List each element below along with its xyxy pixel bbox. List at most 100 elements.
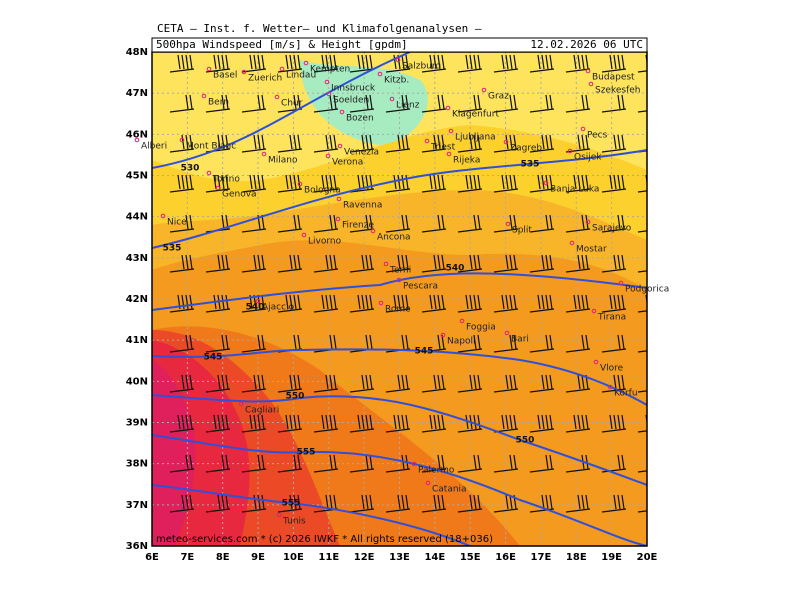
y-axis-label: 44N — [126, 212, 148, 223]
contour-label: 555 — [282, 499, 301, 509]
city-label: Alberi — [141, 142, 167, 152]
wind-barb — [313, 494, 339, 513]
wind-barb — [205, 294, 231, 313]
city-label: Livorno — [308, 237, 342, 247]
wind-barb — [637, 230, 647, 233]
wind-barb — [241, 334, 267, 353]
city-label: Cagliari — [245, 406, 279, 416]
wind-barb — [349, 454, 375, 473]
wind-barb — [349, 214, 375, 233]
wind-barb — [313, 254, 339, 273]
wind-barb — [385, 294, 411, 313]
wind-barb — [601, 494, 627, 513]
wind-barb — [601, 294, 627, 313]
wind-barb — [457, 134, 483, 153]
city-label: Szekesfeh — [595, 86, 641, 96]
city-label: Pecs — [587, 131, 608, 141]
wind-barb — [169, 174, 195, 193]
city-label: Bozen — [346, 114, 374, 124]
wind-barb — [277, 134, 303, 153]
wind-barb — [349, 54, 375, 73]
footer: meteo-services.com * (c) 2026 IWKF * All… — [156, 534, 493, 545]
city-label: Vlore — [600, 364, 624, 374]
wind-barb — [385, 374, 411, 393]
y-axis-label: 48N — [126, 47, 148, 58]
wind-barb — [169, 454, 195, 473]
wind-barb — [241, 174, 267, 193]
city-marker — [238, 401, 244, 407]
city-marker — [411, 461, 417, 467]
wind-barbs — [169, 54, 647, 513]
city-marker — [301, 232, 307, 238]
city-marker — [505, 221, 511, 227]
city-label: Triest — [430, 143, 456, 153]
wind-barb — [205, 414, 231, 433]
wind-barb — [457, 254, 483, 273]
city-marker — [448, 128, 454, 134]
wind-barb — [601, 54, 627, 73]
city-label: Lienz — [396, 101, 420, 111]
city-label: Tunis — [282, 517, 306, 527]
contour-label: 545 — [204, 353, 223, 363]
city-label: Nice — [167, 218, 187, 228]
city-label: Ancona — [377, 233, 411, 243]
city-marker — [585, 68, 591, 74]
subtitle-box — [151, 37, 648, 53]
wind-barb — [421, 134, 447, 153]
city-marker — [618, 280, 624, 286]
wind-barb — [205, 94, 231, 113]
city-marker — [607, 384, 613, 390]
city-label: Rijeka — [453, 156, 480, 166]
wind-barb — [169, 294, 195, 313]
city-marker — [445, 105, 451, 111]
city-marker — [440, 332, 446, 338]
wind-barb — [349, 134, 375, 153]
contour-label: 535 — [521, 160, 540, 170]
city-label: Mont Blanc — [186, 142, 236, 152]
wind-barb — [421, 54, 447, 73]
wind-barb — [601, 254, 627, 273]
wind-barb — [493, 134, 519, 153]
wind-barb — [349, 374, 375, 393]
wind-barb — [349, 94, 375, 113]
wind-barb — [205, 334, 231, 353]
x-axis-label: 6E — [145, 552, 159, 563]
wind-barb — [493, 334, 519, 353]
wind-barb — [421, 414, 447, 433]
wind-barb — [385, 414, 411, 433]
wind-barb — [457, 214, 483, 233]
wind-barb — [205, 54, 231, 73]
city-marker — [580, 126, 586, 132]
x-axis-label: 18E — [566, 552, 587, 563]
wind-barb — [241, 494, 267, 513]
wind-barb — [349, 494, 375, 513]
city-marker — [481, 87, 487, 93]
x-axis-label: 20E — [637, 552, 658, 563]
wind-barb — [493, 294, 519, 313]
city-label: Foggia — [466, 323, 496, 333]
wind-barb — [385, 214, 411, 233]
city-marker — [336, 196, 342, 202]
wind-barb — [205, 494, 231, 513]
city-marker — [424, 138, 430, 144]
city-label: Banja Luka — [550, 185, 599, 195]
subtitle: 500hpa Windspeed [m/s] & Height [gpdm] — [156, 38, 408, 51]
contour-label: 555 — [297, 448, 316, 458]
city-marker — [206, 66, 212, 72]
wind-barb — [241, 414, 267, 433]
wind-barb — [313, 54, 339, 73]
wind-barb — [601, 174, 627, 193]
wind-barb — [457, 334, 483, 353]
wind-barb — [457, 494, 483, 513]
wind-barb — [277, 454, 303, 473]
city-label: Soelden — [333, 96, 369, 106]
city-marker — [378, 300, 384, 306]
wind-barb — [385, 254, 411, 273]
city-marker — [389, 96, 395, 102]
y-axis-label: 43N — [126, 253, 148, 264]
city-label: Budapest — [592, 73, 635, 83]
contour-label: 535 — [163, 244, 182, 254]
wind-barb — [421, 454, 447, 473]
city-marker — [274, 94, 280, 100]
wind-barb — [421, 214, 447, 233]
